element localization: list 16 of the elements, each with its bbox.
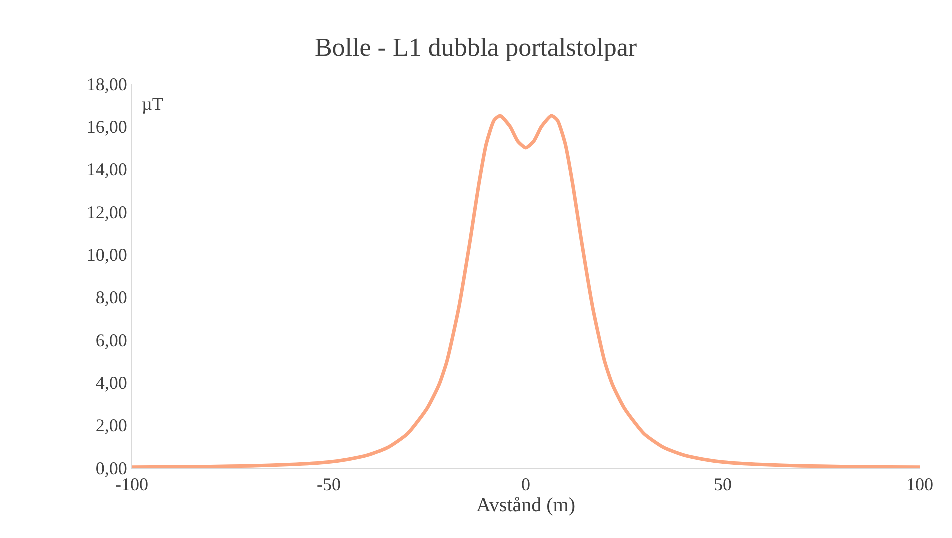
x-tick-label: 100 xyxy=(906,474,934,495)
y-tick-label: 4,00 xyxy=(96,372,128,393)
y-tick-label: 14,00 xyxy=(86,160,128,180)
y-tick-label: 12,00 xyxy=(86,202,128,222)
y-tick-label: 18,00 xyxy=(86,74,128,94)
y-axis-title: µT xyxy=(142,94,164,114)
y-tick-label: 6,00 xyxy=(96,330,128,350)
x-tick-label: 50 xyxy=(714,474,732,495)
y-tick-label: 16,00 xyxy=(86,116,128,137)
x-tick-label: 0 xyxy=(522,474,530,495)
x-axis-title: Avstånd (m) xyxy=(476,494,576,517)
y-tick-label: 8,00 xyxy=(96,288,128,308)
y-tick-label: 10,00 xyxy=(86,244,128,265)
x-tick-label: -50 xyxy=(317,474,341,495)
chart-title: Bolle - L1 dubbla portalstolpar xyxy=(314,32,638,62)
y-tick-label: 2,00 xyxy=(96,416,128,436)
